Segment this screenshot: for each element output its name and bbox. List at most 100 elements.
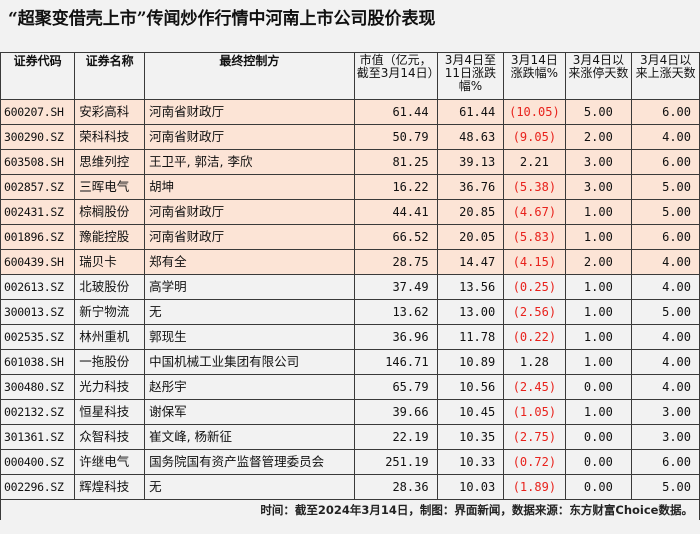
controller-cell: 河南省财政厅 <box>144 99 355 125</box>
stock-code-cell: 600439.SH <box>0 249 76 275</box>
stock-code-cell: 002613.SZ <box>0 274 76 300</box>
change-14-cell: 1.28 <box>503 349 566 375</box>
change-4-11-cell: 39.13 <box>436 149 505 175</box>
market-cap-cell: 13.62 <box>353 299 438 325</box>
limit-up-days-cell: 5.00 <box>564 99 633 125</box>
stock-name-cell: 瑞贝卡 <box>74 249 146 275</box>
stock-name-cell: 许继电气 <box>74 449 146 475</box>
limit-up-days-cell: 0.00 <box>564 474 633 500</box>
up-days-cell: 5.00 <box>631 474 700 500</box>
limit-up-days-cell: 1.00 <box>564 349 633 375</box>
col-header-controller: 最终控制方 <box>144 52 355 100</box>
controller-cell: 郑有全 <box>144 249 355 275</box>
stock-name-cell: 思维列控 <box>74 149 146 175</box>
up-days-cell: 5.00 <box>631 199 700 225</box>
market-cap-cell: 61.44 <box>353 99 438 125</box>
controller-cell: 河南省财政厅 <box>144 224 355 250</box>
controller-cell: 崔文峰, 杨新征 <box>144 424 355 450</box>
change-14-cell: (1.05) <box>503 399 566 425</box>
market-cap-cell: 146.71 <box>353 349 438 375</box>
col-header-name: 证券名称 <box>74 52 146 100</box>
limit-up-days-cell: 1.00 <box>564 324 633 350</box>
stock-code-cell: 002431.SZ <box>0 199 76 225</box>
table-row: 002613.SZ 北玻股份 高学明 37.49 13.56 (0.25) 1.00 4.00 <box>0 274 700 300</box>
up-days-cell: 4.00 <box>631 249 700 275</box>
up-days-cell: 6.00 <box>631 99 700 125</box>
up-days-cell: 6.00 <box>631 224 700 250</box>
up-days-cell: 4.00 <box>631 124 700 150</box>
change-14-cell: 2.21 <box>503 149 566 175</box>
stock-name-cell: 三晖电气 <box>74 174 146 200</box>
change-14-cell: (5.83) <box>503 224 566 250</box>
controller-cell: 高学明 <box>144 274 355 300</box>
change-14-cell: (10.05) <box>503 99 566 125</box>
limit-up-days-cell: 1.00 <box>564 199 633 225</box>
up-days-cell: 4.00 <box>631 349 700 375</box>
table-row: 600439.SH 瑞贝卡 郑有全 28.75 14.47 (4.15) 2.00 4.00 <box>0 249 700 275</box>
stock-name-cell: 安彩高科 <box>74 99 146 125</box>
stock-name-cell: 一拖股份 <box>74 349 146 375</box>
market-cap-cell: 81.25 <box>353 149 438 175</box>
change-4-11-cell: 10.89 <box>436 349 505 375</box>
up-days-cell: 5.00 <box>631 299 700 325</box>
up-days-cell: 4.00 <box>631 324 700 350</box>
table-row: 002132.SZ 恒星科技 谢保军 39.66 10.45 (1.05) 1.00 3.00 <box>0 399 700 425</box>
change-4-11-cell: 61.44 <box>436 99 505 125</box>
limit-up-days-cell: 3.00 <box>564 174 633 200</box>
col-header-change-14: 3月14日涨跌幅% <box>503 52 566 100</box>
change-4-11-cell: 20.05 <box>436 224 505 250</box>
up-days-cell: 4.00 <box>631 274 700 300</box>
stock-name-cell: 恒星科技 <box>74 399 146 425</box>
table-row: 002535.SZ 林州重机 郭现生 36.96 11.78 (0.22) 1.00 4.00 <box>0 324 700 350</box>
up-days-cell: 3.00 <box>631 399 700 425</box>
up-days-cell: 6.00 <box>631 149 700 175</box>
change-14-cell: (2.56) <box>503 299 566 325</box>
limit-up-days-cell: 0.00 <box>564 374 633 400</box>
change-4-11-cell: 36.76 <box>436 174 505 200</box>
col-header-market-cap: 市值（亿元，截至3月14日） <box>353 52 438 100</box>
table-row: 001896.SZ 豫能控股 河南省财政厅 66.52 20.05 (5.83) 1.00 6… <box>0 224 700 250</box>
change-14-cell: (0.25) <box>503 274 566 300</box>
stock-code-cell: 001896.SZ <box>0 224 76 250</box>
header-row: 证券代码 证券名称 最终控制方 市值（亿元，截至3月14日） 3月4日至11日涨… <box>0 52 700 100</box>
limit-up-days-cell: 1.00 <box>564 399 633 425</box>
stock-code-cell: 002132.SZ <box>0 399 76 425</box>
stock-name-cell: 荣科科技 <box>74 124 146 150</box>
change-4-11-cell: 48.63 <box>436 124 505 150</box>
stock-code-cell: 002857.SZ <box>0 174 76 200</box>
controller-cell: 王卫平, 郭洁, 李欣 <box>144 149 355 175</box>
stock-table: 证券代码 证券名称 最终控制方 市值（亿元，截至3月14日） 3月4日至11日涨… <box>0 52 700 520</box>
table-row: 300013.SZ 新宁物流无 13.62 13.00 (2.56) 1.00 5.00 <box>0 299 700 325</box>
col-header-up-days: 3月4日以来上涨天数 <box>631 52 700 100</box>
controller-cell: 赵彤宇 <box>144 374 355 400</box>
market-cap-cell: 44.41 <box>353 199 438 225</box>
table-row: 301361.SZ 众智科技 崔文峰, 杨新征 22.19 10.35 (2.75) 0.0… <box>0 424 700 450</box>
change-4-11-cell: 10.45 <box>436 399 505 425</box>
table-row: 300480.SZ 光力科技 赵彤宇 65.79 10.56 (2.45) 0.00 4.00 <box>0 374 700 400</box>
market-cap-cell: 28.75 <box>353 249 438 275</box>
controller-cell: 郭现生 <box>144 324 355 350</box>
stock-code-cell: 000400.SZ <box>0 449 76 475</box>
source-note: 时间：截至2024年3月14日，制图：界面新闻，数据来源：东方财富Choice数… <box>0 499 700 520</box>
change-4-11-cell: 10.33 <box>436 449 505 475</box>
table-row: 601038.SH 一拖股份 中国机械工业集团有限公司 146.71 10.89 1.28… <box>0 349 700 375</box>
up-days-cell: 3.00 <box>631 424 700 450</box>
stock-name-cell: 棕榈股份 <box>74 199 146 225</box>
stock-code-cell: 603508.SH <box>0 149 76 175</box>
market-cap-cell: 37.49 <box>353 274 438 300</box>
controller-cell: 谢保军 <box>144 399 355 425</box>
controller-cell: 河南省财政厅 <box>144 124 355 150</box>
stock-code-cell: 601038.SH <box>0 349 76 375</box>
table-row: 603508.SH 思维列控 王卫平, 郭洁, 李欣 81.25 39.13 2.21 3.… <box>0 149 700 175</box>
stock-code-cell: 002535.SZ <box>0 324 76 350</box>
stock-code-cell: 301361.SZ <box>0 424 76 450</box>
market-cap-cell: 251.19 <box>353 449 438 475</box>
market-cap-cell: 65.79 <box>353 374 438 400</box>
change-4-11-cell: 13.56 <box>436 274 505 300</box>
change-4-11-cell: 10.56 <box>436 374 505 400</box>
market-cap-cell: 28.36 <box>353 474 438 500</box>
controller-cell: 无 <box>144 474 355 500</box>
stock-name-cell: 众智科技 <box>74 424 146 450</box>
market-cap-cell: 39.66 <box>353 399 438 425</box>
